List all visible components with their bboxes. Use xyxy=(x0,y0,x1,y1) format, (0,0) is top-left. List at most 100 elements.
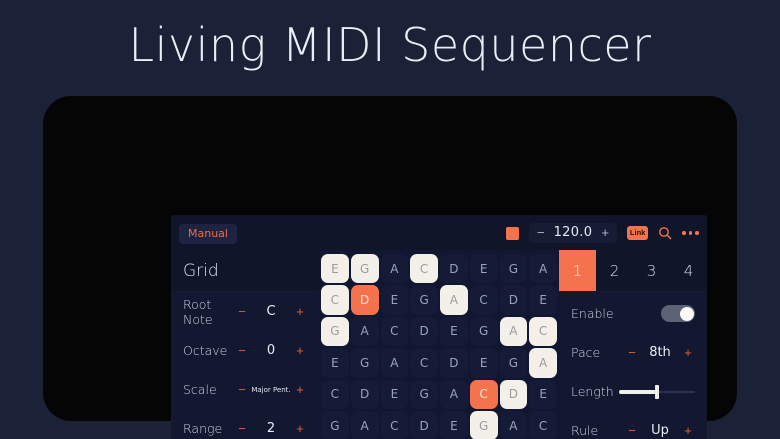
scale-value: Major Pent. xyxy=(251,385,291,394)
note-cell[interactable]: G xyxy=(321,410,349,439)
note-cell[interactable]: D xyxy=(350,379,379,409)
octave-increment-button[interactable]: + xyxy=(296,343,304,358)
note-cell[interactable]: A xyxy=(529,348,557,378)
note-cell[interactable]: D xyxy=(410,410,438,439)
tempo-decrement-button[interactable]: − xyxy=(537,225,545,240)
control-row-length: Length xyxy=(559,372,707,411)
note-cell[interactable]: D xyxy=(499,379,528,409)
slider-handle[interactable] xyxy=(655,384,659,399)
rule-label: Rule xyxy=(571,423,599,438)
range-increment-button[interactable]: + xyxy=(296,421,304,436)
note-cell[interactable]: E xyxy=(321,348,349,378)
length-label: Length xyxy=(571,384,614,399)
link-button[interactable]: Link xyxy=(626,226,649,240)
enable-toggle[interactable] xyxy=(661,305,695,322)
top-bar: Manual − 120.0 + Link xyxy=(171,215,707,250)
note-cell[interactable]: D xyxy=(499,285,528,315)
note-cell[interactable]: G xyxy=(469,410,498,439)
octave-decrement-button[interactable]: − xyxy=(238,343,246,358)
note-cell[interactable]: D xyxy=(350,285,379,315)
note-cell[interactable]: C xyxy=(469,379,498,409)
track-tabs: 1 2 3 4 xyxy=(559,250,707,292)
note-cell[interactable]: D xyxy=(440,348,468,378)
note-cell[interactable]: C xyxy=(410,348,438,378)
tab-track-1[interactable]: 1 xyxy=(559,250,596,291)
note-cell[interactable]: C xyxy=(321,285,349,315)
control-label: Root Note xyxy=(183,296,213,327)
note-cell[interactable]: A xyxy=(350,316,379,347)
note-cell[interactable]: A xyxy=(350,410,379,439)
pace-label: Pace xyxy=(571,345,601,360)
note-cell[interactable]: G xyxy=(350,348,379,378)
range-value: 2 xyxy=(266,421,276,436)
mode-button[interactable]: Manual xyxy=(179,224,237,244)
note-cell[interactable]: G xyxy=(410,285,438,315)
transport-controls: − 120.0 + Link xyxy=(506,223,699,243)
tab-track-2[interactable]: 2 xyxy=(609,261,620,280)
note-cell[interactable]: G xyxy=(469,316,498,347)
track-controls: Enable Pace − 8th + Length xyxy=(559,292,707,439)
note-cell[interactable]: C xyxy=(380,316,409,347)
rule-decrement-button[interactable]: − xyxy=(628,423,636,438)
note-cell[interactable]: E xyxy=(529,379,557,409)
note-cell[interactable]: G xyxy=(321,316,349,347)
stop-square-icon[interactable] xyxy=(506,226,519,240)
note-cell[interactable]: A xyxy=(380,254,409,284)
note-cell[interactable]: C xyxy=(469,285,498,315)
length-slider[interactable] xyxy=(619,384,695,399)
note-cell[interactable]: A xyxy=(499,316,528,347)
root-note-increment-button[interactable]: + xyxy=(296,304,304,319)
enable-label: Enable xyxy=(571,306,614,321)
note-cell[interactable]: E xyxy=(529,285,557,315)
note-cell[interactable]: G xyxy=(499,348,528,378)
note-cell[interactable]: A xyxy=(440,379,468,409)
note-cell[interactable]: C xyxy=(321,379,349,409)
note-cell[interactable]: C xyxy=(529,410,557,439)
note-cell[interactable]: E xyxy=(440,410,468,439)
note-cell[interactable]: E xyxy=(469,254,498,284)
rule-value: Up xyxy=(651,423,669,438)
scale-decrement-button[interactable]: − xyxy=(238,382,246,397)
tab-track-3[interactable]: 3 xyxy=(646,261,657,280)
rule-increment-button[interactable]: + xyxy=(684,423,692,438)
scale-increment-button[interactable]: + xyxy=(296,382,304,397)
note-cell[interactable]: A xyxy=(440,285,468,315)
control-row-enable: Enable xyxy=(559,294,707,333)
root-note-value: C xyxy=(266,304,276,319)
note-cell[interactable]: D xyxy=(410,316,438,347)
pace-decrement-button[interactable]: − xyxy=(628,345,636,360)
more-options-icon[interactable] xyxy=(682,231,699,235)
note-cell[interactable]: A xyxy=(499,410,528,439)
tempo-value[interactable]: 120.0 xyxy=(553,225,593,240)
root-note-decrement-button[interactable]: − xyxy=(238,304,246,319)
note-cell[interactable]: E xyxy=(380,379,409,409)
note-cell[interactable]: A xyxy=(529,254,557,284)
tempo-increment-button[interactable]: + xyxy=(601,225,609,240)
note-cell[interactable]: E xyxy=(469,348,498,378)
track-panel: 1 2 3 4 Enable Pace − 8th + xyxy=(559,250,707,439)
control-row-scale: Scale − Major Pent. + xyxy=(171,370,319,409)
pace-increment-button[interactable]: + xyxy=(684,345,692,360)
note-cell[interactable]: E xyxy=(321,254,349,284)
note-cell[interactable]: G xyxy=(410,379,438,409)
note-cell[interactable]: C xyxy=(410,254,438,284)
tab-track-4[interactable]: 4 xyxy=(683,261,694,280)
control-label: Scale xyxy=(183,382,217,397)
note-cell[interactable]: E xyxy=(440,316,468,347)
control-row-pace: Pace − 8th + xyxy=(559,333,707,372)
toggle-knob xyxy=(679,306,694,321)
range-decrement-button[interactable]: − xyxy=(238,421,246,436)
note-cell[interactable]: D xyxy=(440,254,468,284)
note-cell[interactable]: A xyxy=(380,348,409,378)
control-label: Octave xyxy=(183,343,228,358)
note-cell[interactable]: G xyxy=(350,254,379,284)
search-icon[interactable] xyxy=(658,226,672,240)
grid-controls: Root Note − C + Octave − 0 + Scale − xyxy=(171,292,319,439)
note-cell[interactable]: C xyxy=(529,316,557,347)
note-cell[interactable]: G xyxy=(499,254,528,284)
app-screen: Manual − 120.0 + Link xyxy=(171,215,707,439)
note-cell[interactable]: C xyxy=(380,410,409,439)
note-cell[interactable]: E xyxy=(380,285,409,315)
